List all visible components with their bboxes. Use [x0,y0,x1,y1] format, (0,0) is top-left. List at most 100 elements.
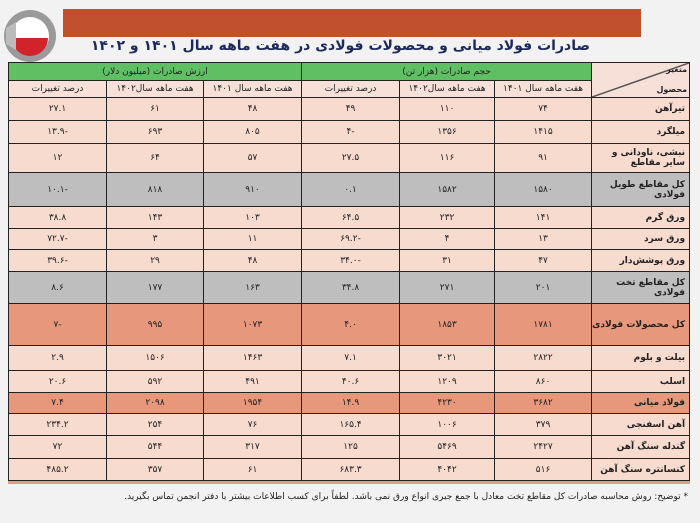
table-row: کنسانتره سنگ آهن ۵۱۶ ۴۰۴۲ ۶۸۳.۳ ۶۱ ۳۵۷ ۴۸۵.۲ [7,458,691,481]
table-cell: ۱۶۳ [203,271,303,304]
table-row: کل محصولات فولادی ۱۷۸۱ ۱۸۵۳ ۴.۰ ۱۰۷۳ ۹۹۵ -۷ [7,303,691,346]
table-cell: ۳۱۷ [203,435,303,459]
column-header: درصد تغییرات [7,80,108,98]
table-cell: ۹۹۵ [106,303,205,346]
table-cell: ۱۶۵.۴ [301,413,401,436]
table-cell: ۲۹ [106,249,205,272]
table-row: نبشی، ناودانی و سایر مقاطع ۹۱ ۱۱۶ ۲۷.۵ ۵۷ ۶۴ ۱… [7,143,691,173]
table-cell: ۹۱ [494,143,593,173]
table-cell: ۵۷ [203,143,303,173]
table-cell: ۲۳۴.۲ [7,413,108,436]
header-banner [63,9,641,37]
table-cell: ۴۲۳۰ [399,392,496,414]
table-cell: ۱۵۸۲ [399,172,496,207]
table-cell: ۶۹۳ [106,120,205,144]
table-cell: ۳۶۸۲ [494,392,593,414]
table-cell: ۴۷ [494,249,593,272]
product-name: فولاد میانی [591,392,691,414]
table-row: تیرآهن ۷۴ ۱۱۰ ۴۹ ۴۸ ۶۱ ۲۷.۱ [7,97,691,121]
table-cell: ۰.۱ [301,172,401,207]
corner-header: متغیر محصول [591,62,691,98]
table-cell: ۲۰۹۸ [106,392,205,414]
product-name: تیرآهن [591,97,691,121]
product-name: ورق گرم [591,206,691,229]
table-row: ورق پوشش‌دار ۴۷ ۳۱ -۳۴.۰ ۴۸ ۲۹ -۳۹.۶ [7,249,691,272]
table-cell: ۷.۱ [301,345,401,371]
product-name: کل مقاطع طویل فولادی [591,172,691,207]
table-cell: ۱۲۰۹ [399,370,496,393]
table-cell: ۱۴.۹ [301,392,401,414]
table-cell: ۱۰۰۶ [399,413,496,436]
table-cell: -۶۹.۲ [301,228,401,250]
table-row: اسلب ۸۶۰ ۱۲۰۹ ۴۰.۶ ۴۹۱ ۵۹۲ ۲۰.۶ [7,370,691,393]
corner-variable-label: متغیر [666,65,688,74]
product-name: اسلب [591,370,691,393]
group-header-volume: حجم صادرات (هزار تن) [301,62,593,81]
table-cell: ۱۴۳ [106,206,205,229]
table-cell: ۲۰۱ [494,271,593,304]
table-cell: ۲۷۱ [399,271,496,304]
table-row: گندله سنگ آهن ۲۴۲۷ ۵۴۶۹ ۱۲۵ ۳۱۷ ۵۴۴ ۷۲ [7,435,691,459]
table-cell: ۸.۶ [7,271,108,304]
table-cell: ۲۳۲ [399,206,496,229]
product-name: ورق سرد [591,228,691,250]
table-cell: ۶۱ [106,97,205,121]
column-header: هفت ماهه سال۱۴۰۲ [106,80,205,98]
table-cell: ۱۷۸۱ [494,303,593,346]
table-cell: ۱۹۵۴ [203,392,303,414]
table-cell: ۸۱۸ [106,172,205,207]
product-name: ورق پوشش‌دار [591,249,691,272]
product-name: بیلت و بلوم [591,345,691,371]
table-cell: ۱۷۷ [106,271,205,304]
table-cell: ۴۰۴۲ [399,458,496,481]
table-cell: ۱۰۳ [203,206,303,229]
table-cell: ۲۴۲۷ [494,435,593,459]
table-cell: -۷ [7,303,108,346]
table-cell: ۳۵۷ [106,458,205,481]
product-name: کل محصولات فولادی [591,303,691,346]
table-cell: ۱۴۱۵ [494,120,593,144]
table-cell: ۴۸ [203,249,303,272]
table-row: آهن اسفنجی ۳۷۹ ۱۰۰۶ ۱۶۵.۴ ۷۶ ۲۵۴ ۲۳۴.۲ [7,413,691,436]
table-cell: ۴۹۱ [203,370,303,393]
product-name: کل مقاطع تخت فولادی [591,271,691,304]
table-cell: ۶۱ [203,458,303,481]
table-row: میلگرد ۱۴۱۵ ۱۳۵۶ -۴ ۸۰۵ ۶۹۳ -۱۳.۹ [7,120,691,144]
association-logo [2,8,58,64]
table-cell: ۳ [106,228,205,250]
table-row: ورق سرد ۱۳ ۴ -۶۹.۲ ۱۱ ۳ -۷۲.۷ [7,228,691,250]
table-cell: ۳۷۹ [494,413,593,436]
corner-product-label: محصول [656,85,688,94]
table-cell: ۵۴۴ [106,435,205,459]
table-cell: -۴ [301,120,401,144]
product-name: کنسانتره سنگ آهن [591,458,691,481]
table-cell: -۱۳.۹ [7,120,108,144]
group-header-value: ارزش صادرات (میلیون دلار) [7,62,303,81]
product-name: آهن اسفنجی [591,413,691,436]
table-cell: ۱۸۵۳ [399,303,496,346]
table-cell: ۲۸۲۲ [494,345,593,371]
table-cell: ۱۰۷۳ [203,303,303,346]
table-cell: ۱۳۵۶ [399,120,496,144]
product-name: گندله سنگ آهن [591,435,691,459]
table-cell: ۶۴ [106,143,205,173]
table-cell: ۳۱ [399,249,496,272]
table-cell: ۱۵۰۶ [106,345,205,371]
table-cell: -۷۲.۷ [7,228,108,250]
table-cell: -۳۴.۰ [301,249,401,272]
table-cell: ۷۴ [494,97,593,121]
table-cell: ۵۱۶ [494,458,593,481]
table-row: کل مقاطع تخت فولادی ۲۰۱ ۲۷۱ ۳۴.۸ ۱۶۳ ۱۷۷ ۸.۶ [7,271,691,304]
table-cell: ۱۲ [7,143,108,173]
table-cell: ۱۴۶۳ [203,345,303,371]
table-cell: ۴۹ [301,97,401,121]
table-cell: ۲۷.۵ [301,143,401,173]
table-row: ورق گرم ۱۴۱ ۲۳۲ ۶۴.۵ ۱۰۳ ۱۴۳ ۳۸.۸ [7,206,691,229]
table-cell: ۶۸۳.۳ [301,458,401,481]
table-cell: ۴۸۵.۲ [7,458,108,481]
table-cell: ۱۱۰ [399,97,496,121]
table-cell: ۴.۰ [301,303,401,346]
product-name: نبشی، ناودانی و سایر مقاطع [591,143,691,173]
table-cell: ۲.۹ [7,345,108,371]
table-cell: ۷.۴ [7,392,108,414]
